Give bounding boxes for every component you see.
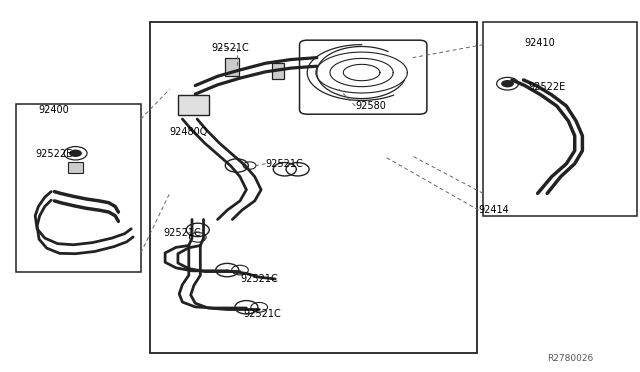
Bar [483,22,637,216]
Text: R2780026: R2780026 [547,355,593,363]
Text: 92521C: 92521C [243,310,281,319]
Bar [225,58,239,76]
Text: 92522E: 92522E [35,150,72,159]
Text: 92410: 92410 [525,38,556,48]
Text: 92521C: 92521C [211,44,249,53]
Bar [272,63,284,79]
Text: 92522E: 92522E [528,83,565,92]
Bar [178,95,209,115]
Text: 92521C: 92521C [240,274,278,284]
Circle shape [69,150,82,157]
Text: 92521C: 92521C [266,159,303,169]
Text: 92480Q: 92480Q [170,127,208,137]
Bar [16,104,141,272]
Bar [68,162,83,173]
Text: 92400: 92400 [38,105,69,115]
Text: 92580: 92580 [355,101,386,111]
FancyBboxPatch shape [300,40,427,114]
Circle shape [501,80,514,87]
Bar [150,22,477,353]
Text: 92414: 92414 [479,205,509,215]
Text: 92521C: 92521C [163,228,201,237]
